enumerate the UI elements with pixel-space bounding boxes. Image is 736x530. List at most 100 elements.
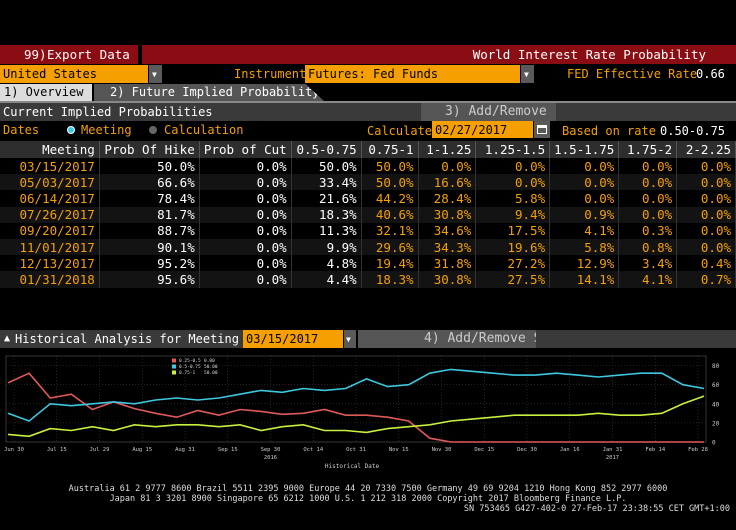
table-row[interactable]: 09/20/2017 88.7% 0.0% 11.3% 32.1% 34.6% 17.5% 4… [0, 222, 736, 239]
table-cell: 44.2% [361, 190, 419, 207]
table-cell: 19.6% [475, 238, 551, 256]
legend-swatch [172, 370, 176, 375]
table-cell: 21.6% [291, 190, 362, 207]
historical-header-rest [536, 330, 736, 348]
calculation-radio-label: Calculation [164, 123, 244, 137]
table-cell: 9.4% [475, 206, 551, 223]
table-cell: 32.1% [361, 222, 419, 239]
col-rate-175-2[interactable]: 1.75-2 [618, 141, 678, 158]
country-value: United States [3, 67, 97, 81]
calculated-label: Calculated [367, 124, 440, 138]
table-cell: 50.0% [361, 158, 419, 175]
tab-overview[interactable]: 1) Overview [0, 84, 92, 101]
country-select[interactable]: United States [0, 65, 148, 83]
x-tick-label: Feb 28 [688, 447, 708, 453]
collapse-icon[interactable]: ▲ [4, 333, 11, 344]
table-cell: 50.0% [99, 158, 200, 175]
meeting-date-cell[interactable]: 03/15/2017 [0, 158, 100, 175]
fed-rate-label: FED Effective Rate [567, 67, 698, 81]
legend-value: 0.00 [204, 358, 215, 364]
export-data-button[interactable]: 99) Export Data [0, 45, 138, 64]
historical-title: Historical Analysis for Meeting [15, 332, 239, 346]
historical-header: ▲ Historical Analysis for Meeting [0, 330, 243, 348]
instrument-label: Instrument [234, 67, 307, 81]
calendar-button[interactable] [534, 121, 550, 138]
table-row[interactable]: 03/15/2017 50.0% 0.0% 50.0% 50.0% 0.0% 0.0% 0.0… [0, 158, 736, 175]
table-cell: 0.0% [618, 206, 678, 223]
col-meeting[interactable]: Meeting [0, 141, 100, 158]
country-dropdown-button[interactable]: ▼ [149, 65, 162, 83]
table-cell: 40.6% [361, 206, 419, 223]
instrument-select[interactable]: Futures: Fed Funds [305, 65, 520, 83]
x-year-label: 2016 [264, 455, 277, 461]
export-data-label: Export Data [47, 47, 130, 62]
chevron-down-icon: ▼ [152, 70, 157, 79]
table-cell: 29.6% [361, 238, 419, 256]
x-tick-label: Sep 30 [261, 447, 281, 453]
export-menu-code: 99) [24, 47, 47, 62]
historical-meeting-select[interactable]: 03/15/2017 [243, 330, 343, 348]
x-tick-label: Sep 15 [218, 447, 238, 453]
table-cell: 0.4% [676, 255, 736, 272]
table-cell: 50.0% [361, 174, 419, 191]
x-tick-label: Jan 16 [560, 447, 580, 453]
add-remove-series-button[interactable]: 4) Add/Remove S [358, 330, 541, 348]
col-rate-050-075[interactable]: 0.5-0.75 [291, 141, 362, 158]
table-cell: 31.8% [418, 255, 477, 272]
tab-future-label: 2) Future Implied Probability [110, 85, 320, 99]
instrument-dropdown-button[interactable]: ▼ [521, 65, 534, 83]
tab-future-implied[interactable]: 2) Future Implied Probability [94, 84, 324, 101]
col-rate-2-225[interactable]: 2-2.25 [676, 141, 736, 158]
meeting-date-cell[interactable]: 12/13/2017 [0, 255, 100, 272]
tab-overview-label: 1) Overview [4, 85, 84, 99]
series-line-0.25-0.5 [7, 372, 704, 443]
historical-dropdown-button[interactable]: ▼ [344, 330, 356, 348]
add-remove-columns-button[interactable]: 3) Add/Remove F [421, 103, 562, 121]
table-cell: 17.5% [475, 222, 551, 239]
calculation-radio[interactable] [149, 126, 157, 134]
table-cell: 0.0% [618, 158, 678, 175]
table-cell: 88.7% [99, 222, 200, 239]
table-cell: 0.0% [676, 158, 736, 175]
x-tick-label: Dec 15 [474, 447, 494, 453]
meeting-date-cell[interactable]: 05/03/2017 [0, 174, 100, 191]
col-prob-cut[interactable]: Prob of Cut [199, 141, 292, 158]
table-row[interactable]: 12/13/2017 95.2% 0.0% 4.8% 19.4% 31.8% 27.2% 12… [0, 255, 736, 272]
table-cell: 5.8% [549, 238, 620, 256]
meeting-date-cell[interactable]: 07/26/2017 [0, 206, 100, 223]
historical-chart[interactable]: 0 20 40 60 80 Jun 30 Jul 15 Jul 29 Aug 15 Aug 31 S… [0, 350, 736, 475]
table-row[interactable]: 11/01/2017 90.1% 0.0% 9.9% 29.6% 34.3% 19.6% 5.… [0, 238, 736, 256]
meeting-date-cell[interactable]: 06/14/2017 [0, 190, 100, 207]
meeting-date-cell[interactable]: 01/31/2018 [0, 271, 100, 288]
table-row[interactable]: 05/03/2017 66.6% 0.0% 33.4% 50.0% 16.6% 0.0% 0.… [0, 174, 736, 191]
col-rate-15-175[interactable]: 1.5-1.75 [549, 141, 620, 158]
table-row[interactable]: 06/14/2017 78.4% 0.0% 21.6% 44.2% 28.4% 5.8% 0.… [0, 190, 736, 207]
meeting-date-cell[interactable]: 11/01/2017 [0, 238, 100, 256]
x-tick-label: Dec 30 [517, 447, 537, 453]
table-row[interactable]: 01/31/2018 95.6% 0.0% 4.4% 18.3% 30.8% 27.5% 14… [0, 271, 736, 288]
table-cell: 0.0% [549, 174, 620, 191]
col-rate-125-15[interactable]: 1.25-1.5 [475, 141, 551, 158]
x-tick-label: Oct 31 [346, 447, 366, 453]
table-cell: 33.4% [291, 174, 362, 191]
col-rate-1-125[interactable]: 1-1.25 [418, 141, 477, 158]
meeting-date-cell[interactable]: 09/20/2017 [0, 222, 100, 239]
table-cell: 28.4% [418, 190, 477, 207]
calculated-date-field[interactable]: 02/27/2017 [432, 121, 533, 138]
meeting-radio[interactable] [67, 126, 75, 134]
x-year-label: 2017 [606, 455, 619, 461]
table-row[interactable]: 07/26/2017 81.7% 0.0% 18.3% 40.6% 30.8% 9.4% 0.… [0, 206, 736, 223]
table-cell: 50.0% [291, 158, 362, 175]
historical-meeting-value: 03/15/2017 [246, 332, 319, 346]
add-remove-series-label: 4) Add/Remove S [424, 331, 542, 346]
col-rate-075-1[interactable]: 0.75-1 [361, 141, 419, 158]
col-prob-hike[interactable]: Prob Of Hike [99, 141, 200, 158]
table-cell: 0.0% [475, 174, 551, 191]
table-cell: 34.6% [418, 222, 477, 239]
table-cell: 0.0% [199, 271, 292, 288]
table-cell: 0.0% [549, 158, 620, 175]
table-cell: 0.0% [676, 174, 736, 191]
table-cell: 5.8% [475, 190, 551, 207]
series-line-0.75-1 [7, 395, 705, 438]
table-cell: 0.3% [618, 222, 678, 239]
